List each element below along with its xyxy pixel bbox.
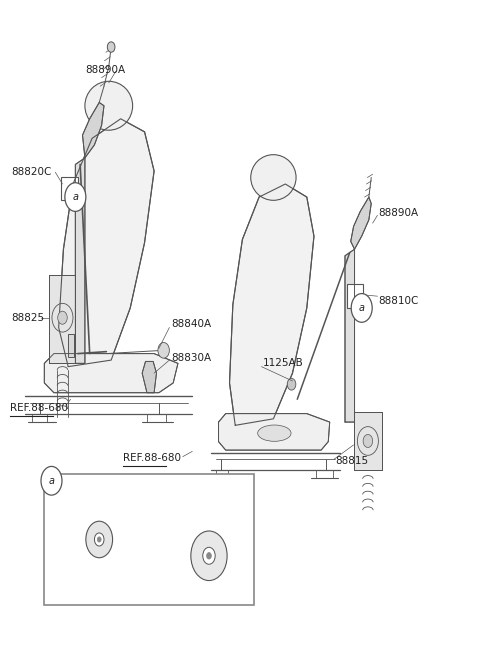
Polygon shape	[61, 178, 78, 200]
Polygon shape	[229, 184, 314, 425]
Circle shape	[351, 293, 372, 322]
Polygon shape	[354, 412, 382, 470]
Circle shape	[206, 553, 211, 559]
Text: a: a	[72, 192, 78, 202]
Text: 88890A: 88890A	[378, 208, 419, 218]
Circle shape	[287, 379, 296, 390]
Text: a: a	[48, 476, 55, 486]
Polygon shape	[44, 354, 178, 393]
Polygon shape	[142, 362, 156, 393]
Text: 88825: 88825	[11, 312, 44, 323]
Text: 88890A: 88890A	[85, 65, 125, 75]
Ellipse shape	[85, 81, 132, 130]
Ellipse shape	[251, 155, 296, 200]
Polygon shape	[348, 284, 363, 308]
Polygon shape	[218, 413, 330, 450]
Circle shape	[158, 343, 169, 358]
Polygon shape	[351, 197, 371, 250]
Polygon shape	[49, 275, 75, 364]
Ellipse shape	[147, 523, 152, 543]
Text: 88830A: 88830A	[171, 353, 211, 363]
Text: 88878: 88878	[60, 506, 93, 516]
Circle shape	[97, 537, 101, 542]
Circle shape	[58, 311, 67, 324]
Circle shape	[86, 521, 113, 558]
Polygon shape	[68, 334, 74, 357]
Circle shape	[65, 183, 86, 212]
Circle shape	[203, 548, 215, 564]
Polygon shape	[59, 119, 154, 367]
Ellipse shape	[258, 425, 291, 441]
Text: 1125AB: 1125AB	[263, 358, 304, 368]
FancyBboxPatch shape	[44, 474, 254, 605]
Circle shape	[108, 42, 115, 52]
Polygon shape	[345, 250, 355, 422]
Circle shape	[41, 466, 62, 495]
Text: 88877: 88877	[182, 521, 215, 531]
Circle shape	[191, 531, 227, 580]
Text: REF.88-680: REF.88-680	[123, 453, 181, 463]
Text: 88815: 88815	[336, 456, 369, 466]
Text: 88840A: 88840A	[171, 319, 211, 329]
Circle shape	[95, 533, 104, 546]
Text: 88810C: 88810C	[378, 297, 419, 307]
Text: 88820C: 88820C	[11, 167, 51, 178]
Circle shape	[363, 434, 372, 447]
Polygon shape	[75, 158, 85, 364]
Polygon shape	[83, 102, 104, 158]
Text: a: a	[359, 303, 365, 313]
Text: REF.88-680: REF.88-680	[10, 403, 68, 413]
